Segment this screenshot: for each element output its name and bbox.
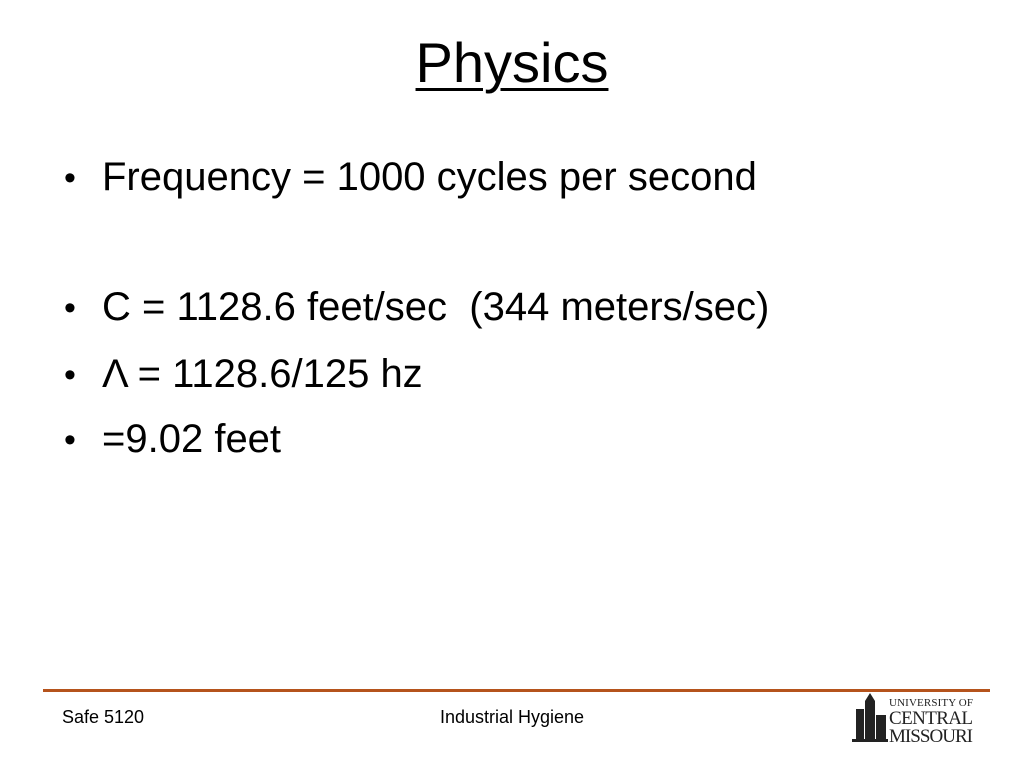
bullet: Frequency = 1000 cycles per second [64, 155, 757, 200]
logo-line: UNIVERSITY OF [889, 697, 973, 709]
bullet: Λ = 1128.6/125 hz [64, 352, 423, 397]
slide-title: Physics [415, 31, 609, 94]
bullet: =9.02 feet [64, 417, 281, 462]
footer-left: Safe 5120 [62, 707, 145, 727]
footer-rule [43, 689, 990, 692]
logo-line: CENTRAL [889, 708, 973, 729]
logo-building [852, 693, 888, 742]
bullet: C = 1128.6 feet/sec (344 meters/sec) [64, 285, 769, 330]
logo-line: MISSOURI [889, 726, 973, 745]
logo: UNIVERSITY OF CENTRAL MISSOURI [852, 693, 973, 745]
footer-center: Industrial Hygiene [439, 707, 585, 727]
